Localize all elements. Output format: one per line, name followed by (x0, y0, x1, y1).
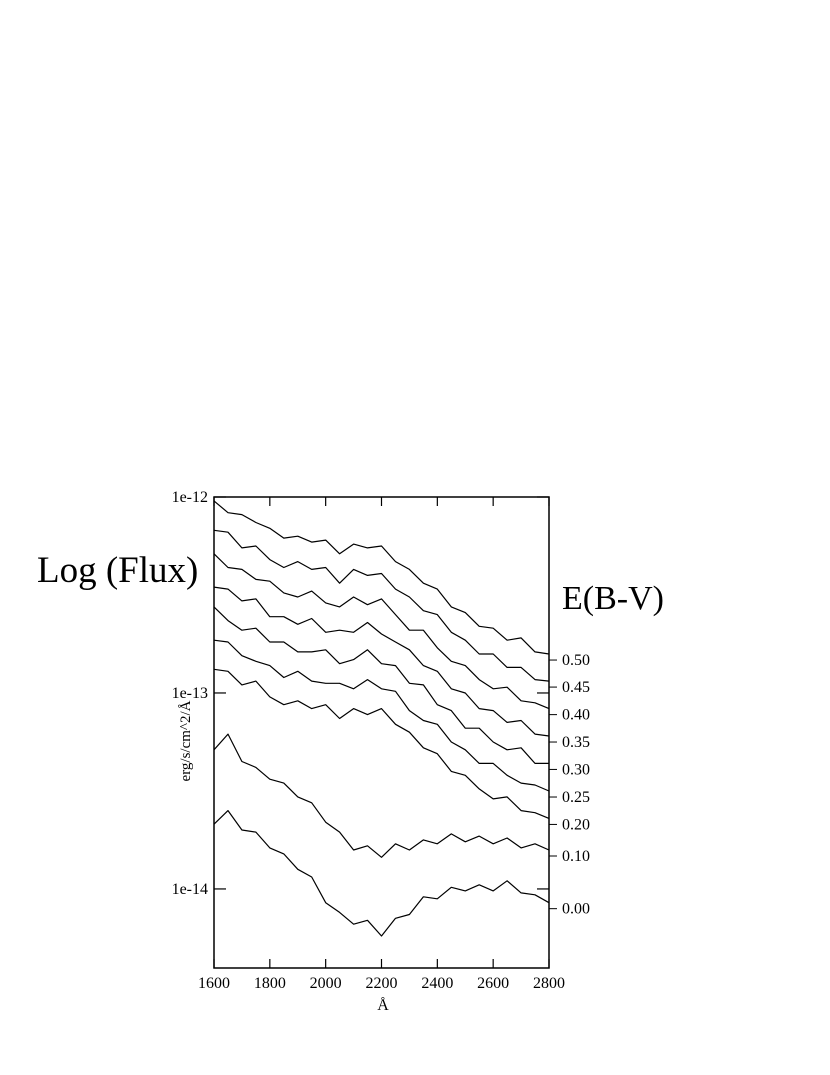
x-tick-label: 2000 (310, 975, 342, 992)
y-axis-label: erg/s/cm^2/Å (178, 700, 194, 781)
x-tick-label: 1800 (254, 975, 286, 992)
series-label: 0.35 (562, 734, 590, 751)
series-label: 0.40 (562, 707, 590, 724)
series-label: 0.30 (562, 761, 590, 778)
y-tick-label: 1e-14 (172, 881, 208, 898)
x-tick-label: 1600 (198, 975, 230, 992)
annotation: Log (Flux) (37, 550, 198, 591)
spectrum-line (213, 553, 550, 710)
y-tick-label: 1e-12 (172, 489, 208, 506)
x-axis-label: Å (377, 996, 389, 1014)
series-label: 0.00 (562, 901, 590, 918)
spectrum-line (213, 586, 550, 737)
series-label: 0.45 (562, 679, 590, 696)
series-label: 0.20 (562, 816, 590, 833)
spectrum-line (213, 668, 550, 819)
spectrum-line (213, 529, 550, 682)
x-tick-label: 2600 (477, 975, 509, 992)
annotation: E(B-V) (562, 580, 664, 617)
x-tick-label: 2400 (421, 975, 453, 992)
y-tick-label: 1e-13 (172, 685, 208, 702)
x-tick-label: 2200 (366, 975, 398, 992)
spectrum-line (213, 606, 549, 764)
spectrum-line (213, 733, 550, 858)
spectrum-line (213, 810, 550, 937)
series-label: 0.25 (562, 789, 590, 806)
spectrum-line (213, 500, 550, 655)
series-label: 0.50 (562, 652, 590, 669)
series-label: 0.10 (562, 848, 590, 865)
spectrum-line (213, 639, 550, 792)
x-tick-label: 2800 (533, 975, 565, 992)
